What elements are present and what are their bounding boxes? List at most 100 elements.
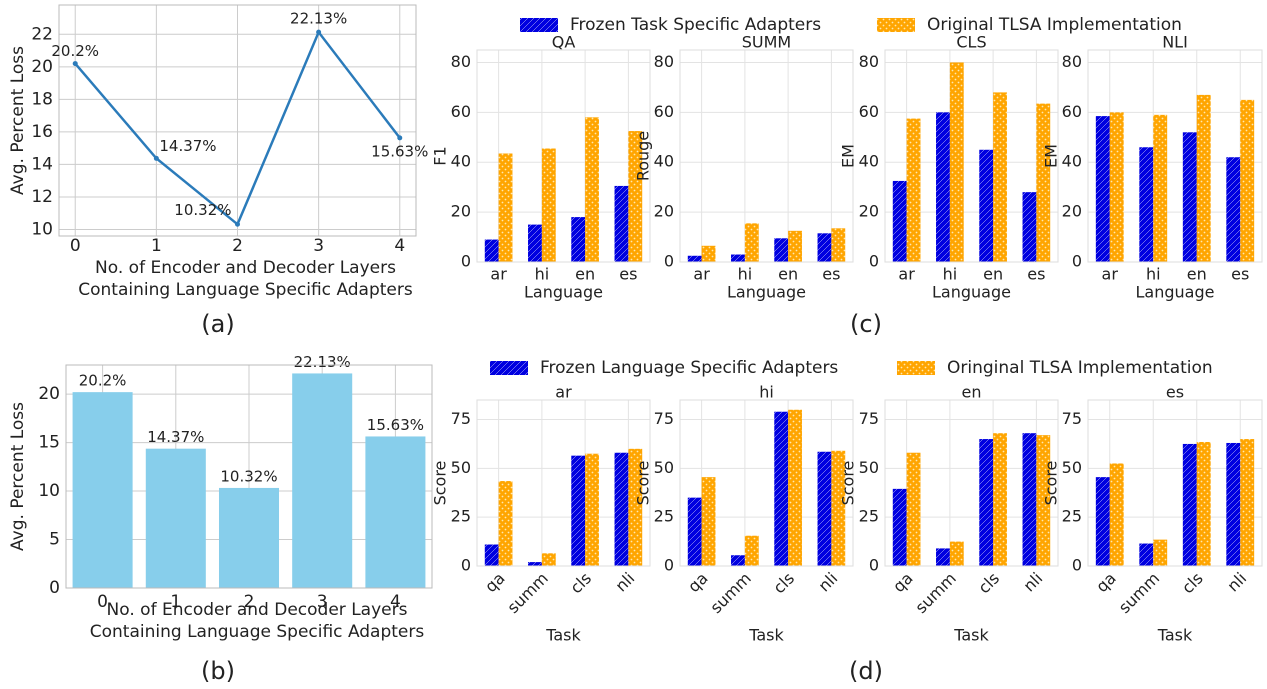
bar	[72, 392, 133, 588]
x-axis-label: Task	[545, 626, 581, 645]
y-tick-label: 20	[859, 202, 879, 221]
axes-frame	[476, 49, 651, 263]
bar	[484, 239, 499, 262]
axes-frame	[884, 399, 1059, 567]
x-axis-label: Containing Language Specific Adapters	[90, 622, 425, 642]
x-tick-label: cls	[769, 569, 798, 598]
value-label: 22.13%	[294, 353, 351, 371]
bar	[949, 62, 964, 263]
bar	[528, 562, 542, 566]
x-tick-label: qa	[481, 569, 509, 597]
point	[316, 29, 322, 35]
axes-frame	[679, 399, 854, 567]
bar	[1153, 114, 1168, 262]
x-tick-label: ar	[1102, 265, 1119, 284]
x-tick-label: 0	[97, 592, 108, 612]
x-tick-label: ar	[490, 265, 507, 284]
legend-label: Frozen Language Specific Adapters	[540, 358, 838, 378]
bar	[892, 488, 907, 566]
x-tick-label: 3	[317, 592, 328, 612]
bar	[1182, 132, 1197, 262]
x-axis-label: Language	[727, 283, 806, 302]
value-label: 20.2%	[79, 372, 127, 390]
bar	[949, 541, 964, 566]
axes-frame	[884, 49, 1059, 263]
y-axis-label: Score	[839, 461, 858, 506]
x-tick-label: summ	[1115, 569, 1164, 618]
x-axis-label: Language	[524, 283, 603, 302]
bar	[892, 180, 907, 262]
panel-title: QA	[552, 33, 576, 52]
bar	[687, 255, 702, 262]
bar	[541, 148, 556, 262]
x-tick-label: nli	[1223, 569, 1250, 596]
y-tick-label: 20	[31, 57, 53, 77]
value-label: 15.63%	[367, 416, 424, 434]
x-tick-label: summ	[503, 569, 552, 618]
bar	[628, 131, 643, 262]
bar	[365, 436, 426, 588]
y-tick-label: 80	[654, 52, 674, 71]
y-tick-label: 60	[451, 102, 471, 121]
bar	[817, 233, 832, 262]
bar	[1139, 543, 1154, 566]
y-tick-label: 0	[49, 578, 60, 598]
legend-swatch	[490, 361, 528, 375]
bar	[744, 535, 759, 566]
bar	[1109, 112, 1124, 263]
y-axis-label: F1	[431, 146, 450, 165]
bar	[687, 497, 702, 566]
value-label: 10.32%	[174, 201, 231, 219]
bar	[701, 245, 716, 262]
point	[153, 155, 159, 161]
legend-label: Frozen Task Specific Adapters	[570, 15, 821, 35]
value-label: 15.63%	[371, 142, 428, 160]
x-tick-label: nli	[1019, 569, 1046, 596]
y-tick-label: 75	[451, 409, 471, 428]
y-tick-label: 10	[31, 219, 53, 239]
axes-frame	[1087, 399, 1263, 567]
bar	[979, 439, 994, 566]
bar	[484, 544, 499, 566]
bar	[571, 455, 586, 566]
panel-title: CLS	[956, 33, 986, 52]
x-axis-label: Task	[748, 626, 784, 645]
x-tick-label: cls	[1178, 569, 1207, 598]
x-tick-label: cls	[566, 569, 595, 598]
x-tick-label: en	[983, 265, 1003, 284]
point	[397, 135, 403, 141]
y-tick-label: 12	[31, 187, 53, 207]
panel-title: ar	[555, 383, 572, 402]
bar	[1139, 147, 1154, 262]
legend-label: Oringinal TLSA Implementation	[947, 358, 1213, 378]
bar	[731, 254, 745, 262]
axes-frame	[476, 399, 651, 567]
legend-label: Original TLSA Implementation	[927, 15, 1182, 35]
bar	[774, 411, 789, 566]
x-axis-label: No. of Encoder and Decoder Layers	[95, 258, 396, 278]
x-tick-label: summ	[911, 569, 960, 618]
bar	[936, 112, 950, 263]
bar	[145, 448, 206, 588]
bar	[817, 451, 832, 566]
y-tick-label: 0	[664, 556, 674, 575]
bar	[292, 373, 353, 588]
legend-swatch	[897, 361, 935, 375]
caption: (b)	[201, 657, 235, 685]
y-axis-label: Score	[634, 461, 653, 506]
value-label: 20.2%	[51, 42, 99, 60]
bar	[1036, 435, 1051, 566]
y-tick-label: 15	[38, 433, 60, 453]
axes-frame	[65, 364, 433, 589]
y-tick-label: 50	[451, 458, 471, 477]
x-tick-label: 4	[390, 592, 401, 612]
bar	[1022, 433, 1037, 566]
x-axis-label: Language	[932, 283, 1011, 302]
y-tick-label: 14	[31, 154, 53, 174]
y-tick-label: 75	[859, 409, 879, 428]
value-label: 14.37%	[159, 137, 216, 155]
y-tick-label: 25	[1062, 507, 1082, 526]
x-tick-label: qa	[1092, 569, 1120, 597]
bar	[1196, 441, 1211, 566]
